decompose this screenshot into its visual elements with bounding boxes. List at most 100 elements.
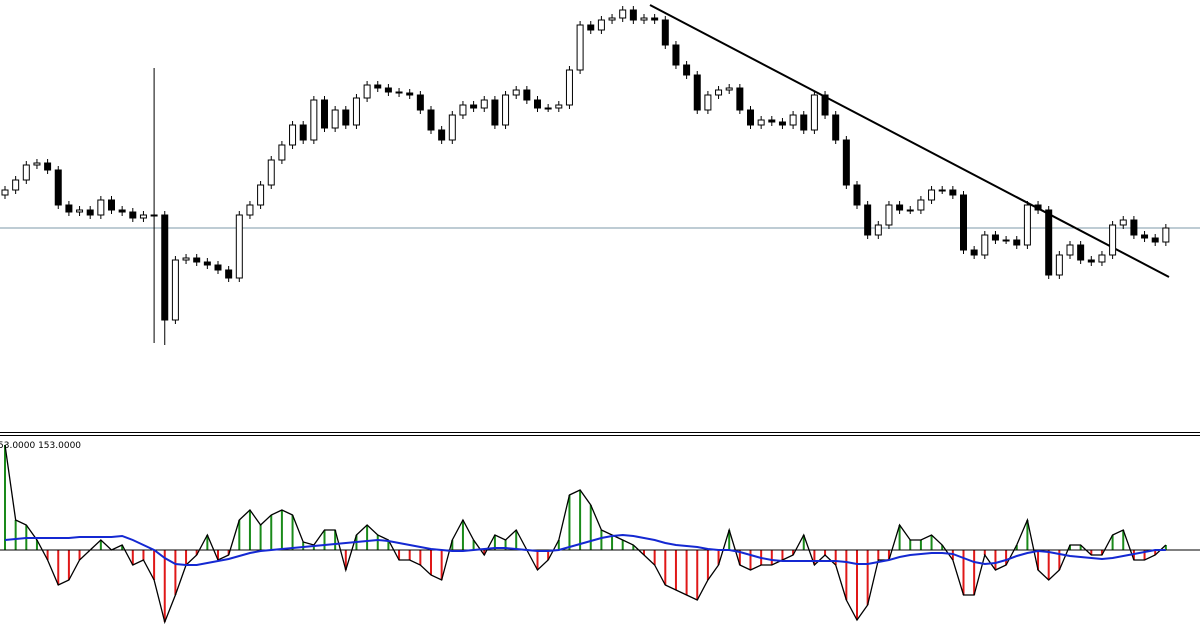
histogram-bar (419, 550, 422, 565)
histogram-bar (738, 550, 741, 565)
candle-body (587, 24, 595, 31)
histogram-bar (568, 495, 571, 550)
candle-body (597, 19, 605, 31)
histogram-bar (1100, 550, 1103, 555)
candle-body (896, 204, 904, 211)
candle-body (640, 17, 648, 21)
candle-body (651, 17, 659, 21)
candle-body (129, 211, 137, 219)
histogram-bar (877, 550, 880, 560)
histogram-bar (131, 550, 134, 565)
histogram-bar (4, 445, 6, 550)
signal-line (4, 533, 1166, 566)
histogram-bar (611, 535, 614, 550)
histogram-bar (983, 550, 986, 555)
histogram-bar (1069, 545, 1071, 550)
candle-body (76, 209, 84, 213)
candle-body (704, 94, 712, 111)
histogram-bar (717, 550, 720, 565)
candle-body (1066, 244, 1074, 256)
candle-body (235, 214, 243, 279)
histogram-bar (78, 550, 81, 560)
histogram-bar (1111, 535, 1114, 550)
candle-body (374, 84, 382, 89)
histogram-bar (856, 550, 858, 620)
histogram-bar (589, 505, 592, 550)
histogram-bar (909, 540, 912, 550)
histogram-bar (504, 540, 507, 550)
histogram-bar (323, 530, 326, 550)
histogram-bar (1037, 550, 1040, 570)
candle-body (12, 179, 20, 191)
candle-body (949, 189, 957, 196)
candle-body (800, 114, 808, 131)
candle-body (736, 87, 744, 111)
candle-body (1077, 244, 1085, 261)
candle-body (139, 214, 147, 219)
histogram-bar (185, 550, 188, 565)
candle-body (1130, 219, 1138, 236)
candle-body (928, 189, 936, 201)
candle-body (1109, 224, 1117, 256)
histogram-bar (674, 550, 677, 590)
candle-body (661, 19, 669, 46)
candle-body (885, 204, 893, 226)
indicator-label: 53.0000 153.0000 (0, 441, 81, 451)
candle-body (161, 214, 169, 321)
histogram-bar (1122, 530, 1125, 550)
candle-body (438, 129, 446, 141)
candle-body (715, 89, 723, 96)
histogram-bar (834, 550, 837, 565)
candle-body (565, 69, 573, 106)
candle-body (97, 199, 105, 216)
histogram-bar (792, 550, 795, 555)
histogram-bar (483, 550, 486, 555)
candle-body (246, 204, 254, 216)
candle-body (1141, 234, 1149, 239)
histogram-bar (461, 520, 464, 550)
candle-body (981, 234, 989, 256)
histogram-bar (824, 550, 827, 555)
candle-body (864, 204, 872, 236)
candle-body (65, 204, 73, 213)
candle-body (1119, 219, 1127, 226)
histogram-bar (35, 540, 38, 550)
candle-body (842, 139, 850, 186)
histogram-bar (153, 550, 156, 580)
candle-body (747, 109, 754, 126)
histogram-bar (994, 550, 997, 570)
histogram-bar (1026, 520, 1029, 550)
oscillator-line (4, 444, 1167, 625)
candle-body (214, 264, 222, 271)
histogram-bar (99, 540, 102, 550)
histogram-bar (280, 510, 283, 550)
histogram-bar (515, 530, 518, 550)
histogram-bar (451, 540, 454, 550)
candle-body (1, 189, 9, 196)
candle-body (118, 209, 126, 213)
candle-body (778, 121, 786, 126)
histogram-bar (600, 530, 603, 550)
histogram-bar (1015, 545, 1018, 550)
candle-body (44, 162, 52, 171)
histogram-bar (217, 550, 219, 560)
histogram-bar (845, 550, 848, 600)
candle-body (1055, 254, 1063, 276)
candle-body (203, 261, 211, 266)
candle-body (459, 104, 467, 116)
histogram-bar (472, 540, 475, 550)
candle-body (1098, 254, 1106, 263)
histogram-bar (1090, 550, 1093, 555)
histogram-bar (174, 550, 177, 595)
histogram-bar (493, 535, 496, 550)
histogram-bar (1047, 550, 1050, 580)
histogram-bar (1005, 550, 1008, 565)
histogram-bar (195, 550, 198, 555)
candle-body (480, 99, 488, 109)
histogram-bar (643, 550, 645, 555)
candle-body (1162, 227, 1170, 243)
histogram-bar (621, 540, 624, 550)
histogram-bar (334, 530, 337, 550)
histogram-bar (312, 545, 315, 550)
